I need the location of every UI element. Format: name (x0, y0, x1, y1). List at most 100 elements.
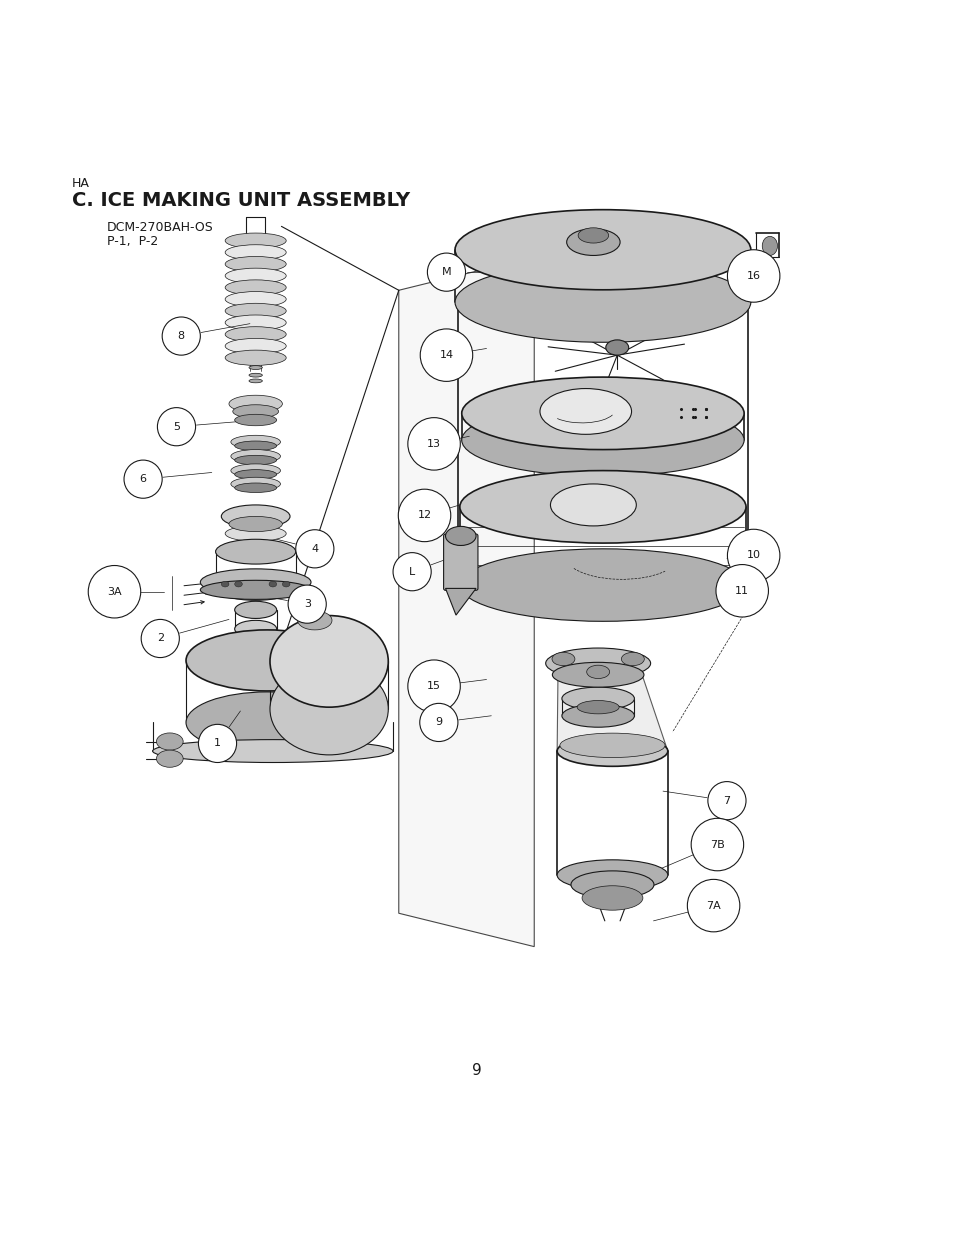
Text: 3A: 3A (107, 587, 122, 597)
Ellipse shape (234, 620, 276, 637)
Text: C. ICE MAKING UNIT ASSEMBLY: C. ICE MAKING UNIT ASSEMBLY (71, 191, 409, 210)
Text: 16: 16 (746, 270, 760, 282)
Ellipse shape (225, 257, 286, 272)
Circle shape (198, 725, 236, 762)
Ellipse shape (225, 526, 286, 541)
Ellipse shape (459, 548, 745, 621)
Circle shape (686, 879, 740, 932)
Circle shape (690, 819, 743, 871)
Circle shape (157, 408, 195, 446)
Text: P-1,  P-2: P-1, P-2 (107, 235, 158, 248)
Text: 9: 9 (472, 1063, 481, 1078)
Ellipse shape (225, 291, 286, 306)
Ellipse shape (561, 687, 634, 710)
Circle shape (124, 461, 162, 498)
Text: M: M (441, 267, 451, 277)
Ellipse shape (545, 648, 650, 678)
Ellipse shape (445, 526, 476, 546)
Ellipse shape (221, 505, 290, 527)
Circle shape (288, 585, 326, 624)
Circle shape (393, 552, 431, 590)
Ellipse shape (225, 350, 286, 366)
Text: 4: 4 (311, 543, 318, 553)
Text: 5: 5 (172, 421, 180, 432)
Text: 3: 3 (303, 599, 311, 609)
Ellipse shape (581, 885, 642, 910)
Circle shape (707, 782, 745, 820)
Ellipse shape (234, 582, 242, 587)
Ellipse shape (249, 366, 262, 369)
Text: 11: 11 (735, 585, 748, 595)
Circle shape (407, 417, 459, 471)
Ellipse shape (552, 652, 575, 666)
Circle shape (419, 329, 473, 382)
Ellipse shape (225, 233, 286, 248)
Text: DCM-270BAH-OS: DCM-270BAH-OS (107, 221, 213, 233)
Ellipse shape (761, 236, 777, 256)
Ellipse shape (459, 471, 745, 543)
Ellipse shape (221, 582, 229, 587)
Circle shape (141, 620, 179, 657)
Ellipse shape (550, 484, 636, 526)
Ellipse shape (186, 630, 348, 690)
Text: 6: 6 (139, 474, 147, 484)
Ellipse shape (557, 860, 667, 890)
Ellipse shape (570, 871, 654, 898)
Ellipse shape (578, 227, 608, 243)
Ellipse shape (586, 666, 609, 678)
Ellipse shape (225, 315, 286, 330)
Ellipse shape (559, 734, 664, 757)
Ellipse shape (186, 692, 348, 753)
Circle shape (715, 564, 768, 618)
Ellipse shape (156, 750, 183, 767)
Text: 2: 2 (156, 634, 164, 643)
Ellipse shape (461, 377, 743, 450)
Ellipse shape (233, 405, 278, 419)
Text: 8: 8 (177, 331, 185, 341)
Ellipse shape (229, 516, 282, 531)
Ellipse shape (200, 569, 311, 595)
Text: 7A: 7A (705, 900, 720, 910)
Ellipse shape (225, 304, 286, 319)
Ellipse shape (761, 557, 773, 573)
Ellipse shape (249, 373, 262, 377)
Ellipse shape (215, 540, 295, 564)
Text: HA: HA (71, 177, 90, 190)
Ellipse shape (152, 740, 393, 762)
Ellipse shape (605, 340, 628, 356)
Ellipse shape (282, 582, 290, 587)
Text: 14: 14 (439, 351, 453, 361)
Ellipse shape (225, 338, 286, 353)
Ellipse shape (270, 663, 388, 755)
Circle shape (295, 530, 334, 568)
Ellipse shape (234, 414, 276, 426)
Circle shape (726, 530, 780, 582)
Circle shape (427, 253, 465, 291)
Circle shape (726, 249, 780, 303)
Circle shape (88, 566, 141, 618)
Text: 7: 7 (722, 795, 730, 805)
Ellipse shape (225, 245, 286, 261)
Ellipse shape (270, 615, 388, 708)
Ellipse shape (215, 576, 295, 600)
Ellipse shape (156, 732, 183, 750)
Ellipse shape (552, 662, 643, 687)
Ellipse shape (229, 395, 282, 412)
Ellipse shape (234, 601, 276, 619)
Ellipse shape (269, 582, 276, 587)
Circle shape (407, 659, 459, 713)
Ellipse shape (200, 580, 311, 599)
Ellipse shape (234, 483, 276, 493)
Ellipse shape (231, 477, 280, 490)
Ellipse shape (234, 469, 276, 479)
Ellipse shape (461, 404, 743, 477)
Text: 13: 13 (427, 438, 440, 448)
Text: L: L (409, 567, 415, 577)
Circle shape (419, 704, 457, 741)
Ellipse shape (234, 441, 276, 451)
Ellipse shape (231, 450, 280, 463)
Ellipse shape (231, 435, 280, 448)
Text: 15: 15 (427, 682, 440, 692)
Text: 7B: 7B (709, 840, 724, 850)
Ellipse shape (225, 327, 286, 342)
